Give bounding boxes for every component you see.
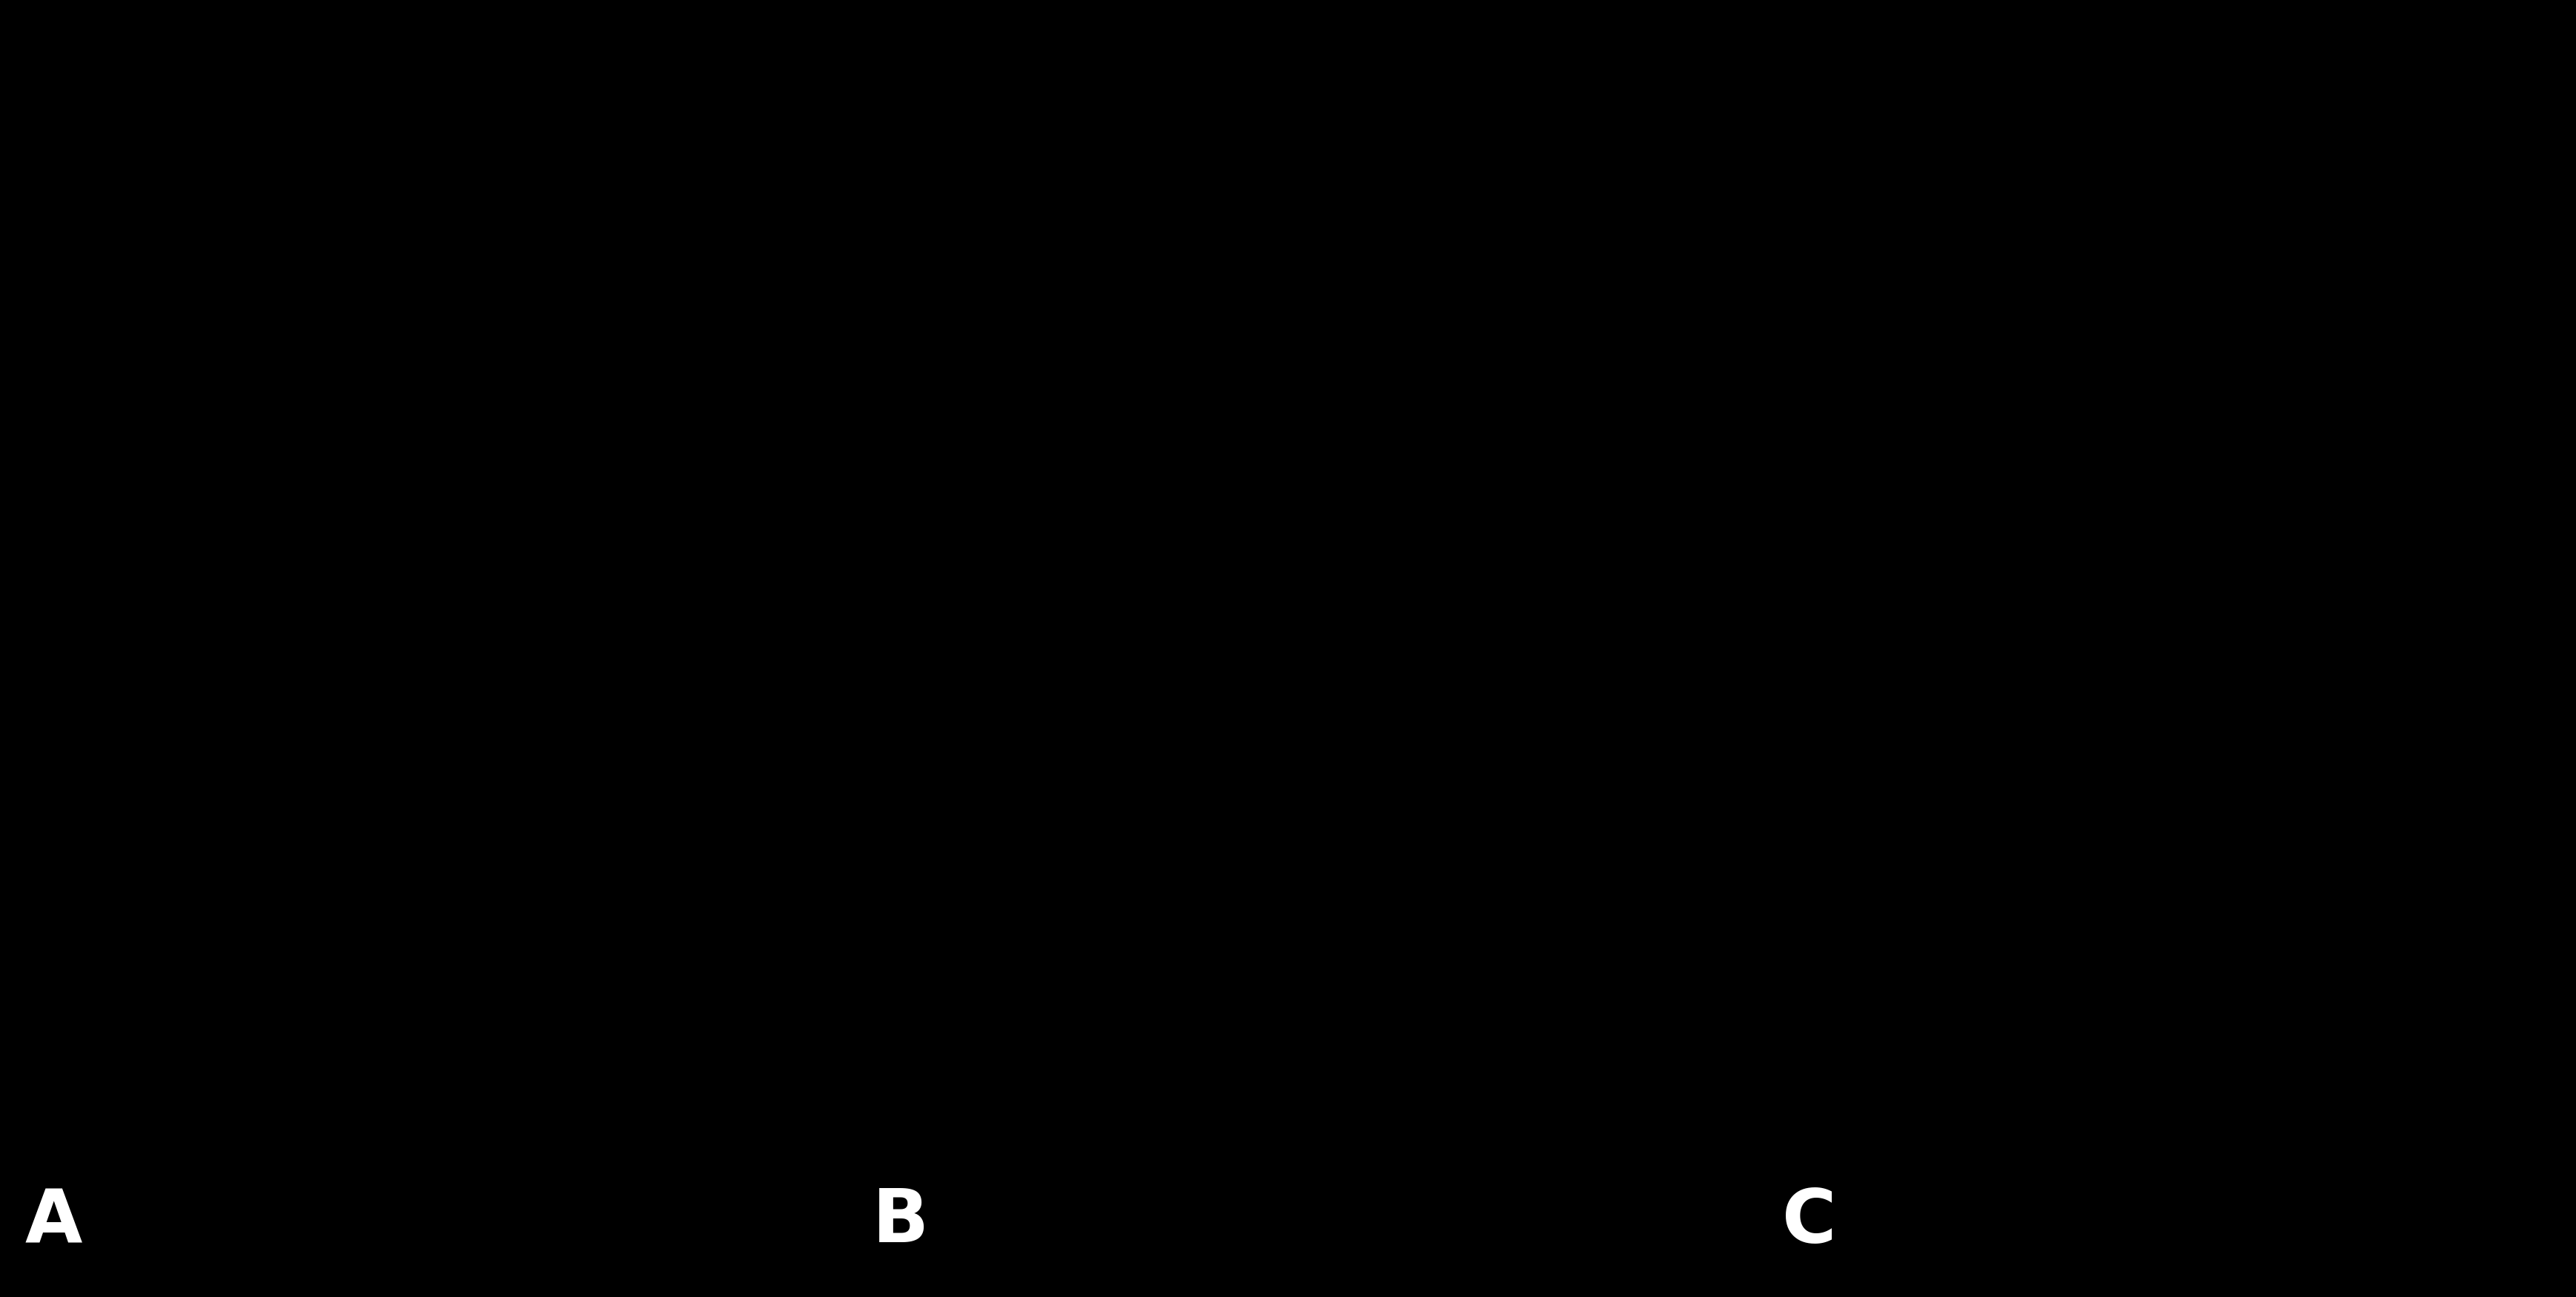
- Text: C: C: [1783, 1187, 1837, 1258]
- Text: A: A: [26, 1187, 82, 1258]
- Text: B: B: [873, 1187, 927, 1258]
